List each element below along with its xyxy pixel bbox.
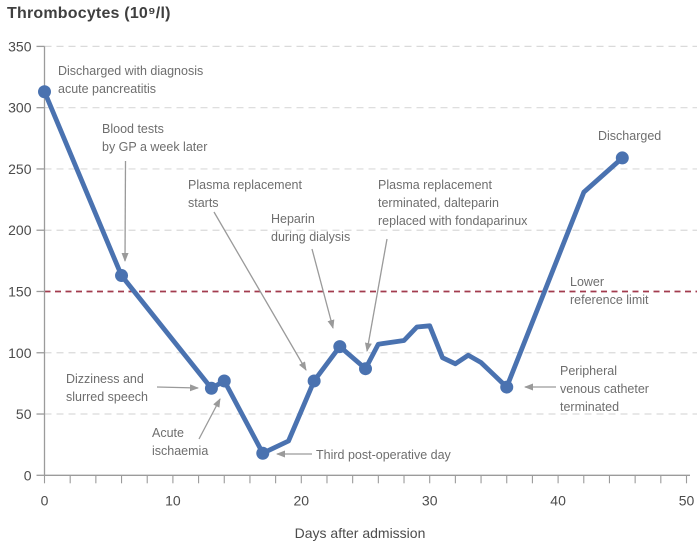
data-point-day-23 bbox=[333, 340, 347, 354]
x-tick-label-10: 10 bbox=[165, 492, 181, 508]
chart-title: Thrombocytes (10⁹/l) bbox=[7, 5, 171, 22]
x-tick-label-40: 40 bbox=[550, 492, 566, 508]
leader-arrow-acute-ischaemia bbox=[198, 398, 221, 440]
data-point-day-0 bbox=[38, 85, 51, 99]
data-point-day-36 bbox=[500, 380, 514, 394]
data-point-day-17 bbox=[256, 446, 270, 460]
y-tick-label-0: 0 bbox=[24, 467, 32, 483]
data-point-day-21 bbox=[307, 374, 321, 388]
leader-arrow-plasma-terminated bbox=[364, 238, 388, 352]
data-point-day-13 bbox=[204, 381, 218, 395]
y-tick-label-350: 350 bbox=[8, 38, 32, 54]
leader-arrow-blood-tests bbox=[121, 160, 129, 262]
x-tick-label-20: 20 bbox=[294, 492, 310, 508]
x-axis-label: Days after admission bbox=[294, 525, 426, 541]
y-tick-label-100: 100 bbox=[8, 345, 32, 361]
y-tick-label-250: 250 bbox=[8, 161, 32, 177]
y-tick-label-150: 150 bbox=[8, 283, 32, 299]
x-tick-label-50: 50 bbox=[679, 492, 695, 508]
data-point-day-45 bbox=[615, 151, 629, 165]
y-tick-label-50: 50 bbox=[16, 406, 32, 422]
x-tick-label-0: 0 bbox=[41, 492, 49, 508]
y-tick-label-300: 300 bbox=[8, 100, 32, 116]
data-point-day-6 bbox=[115, 269, 129, 283]
data-point-day-25 bbox=[359, 362, 372, 376]
leader-arrow-heparin-dialysis bbox=[311, 248, 335, 329]
y-tick-label-200: 200 bbox=[8, 222, 32, 238]
series-line-thrombocytes bbox=[42, 89, 625, 456]
leader-arrow-plasma-starts bbox=[213, 211, 307, 371]
leader-arrow-dizziness bbox=[156, 384, 199, 392]
x-tick-label-30: 30 bbox=[422, 492, 438, 508]
data-point-day-14 bbox=[217, 374, 231, 388]
